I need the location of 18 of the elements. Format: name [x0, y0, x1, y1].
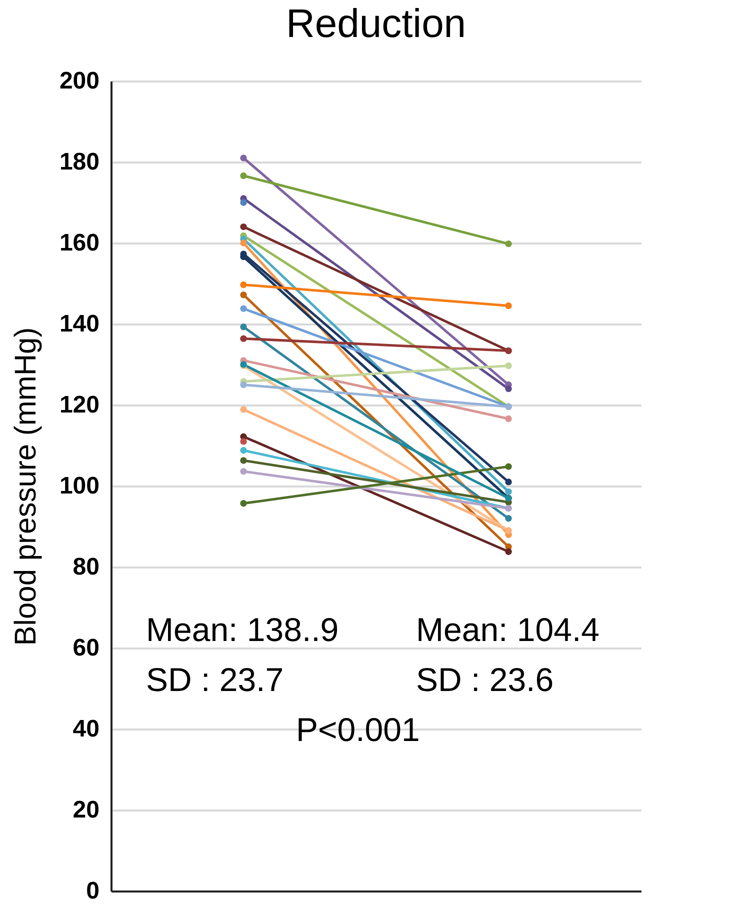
y-tick-label: 20 [72, 796, 100, 824]
y-tick-label: 80 [72, 554, 100, 580]
annotation: P<0.001 [296, 711, 420, 748]
y-tick-label: 180 [59, 148, 100, 176]
y-tick-label: 160 [59, 230, 100, 256]
annotation: SD : 23.7 [146, 661, 284, 698]
y-tick-label: 120 [59, 392, 100, 418]
y-tick-label: 140 [59, 310, 100, 338]
y-tick-label: 0 [86, 878, 100, 904]
y-tick-label: 40 [72, 716, 100, 742]
y-tick-label: 100 [59, 472, 100, 500]
y-axis-title: Blood pressure (mmHg) [9, 327, 42, 646]
chart-title: Reduction [286, 2, 466, 46]
annotation: Mean: 138..9 [146, 611, 339, 648]
annotation: SD : 23.6 [416, 661, 554, 698]
y-tick-label: 200 [59, 68, 100, 94]
annotation: Mean: 104.4 [416, 611, 600, 648]
y-tick-label: 60 [72, 634, 100, 662]
